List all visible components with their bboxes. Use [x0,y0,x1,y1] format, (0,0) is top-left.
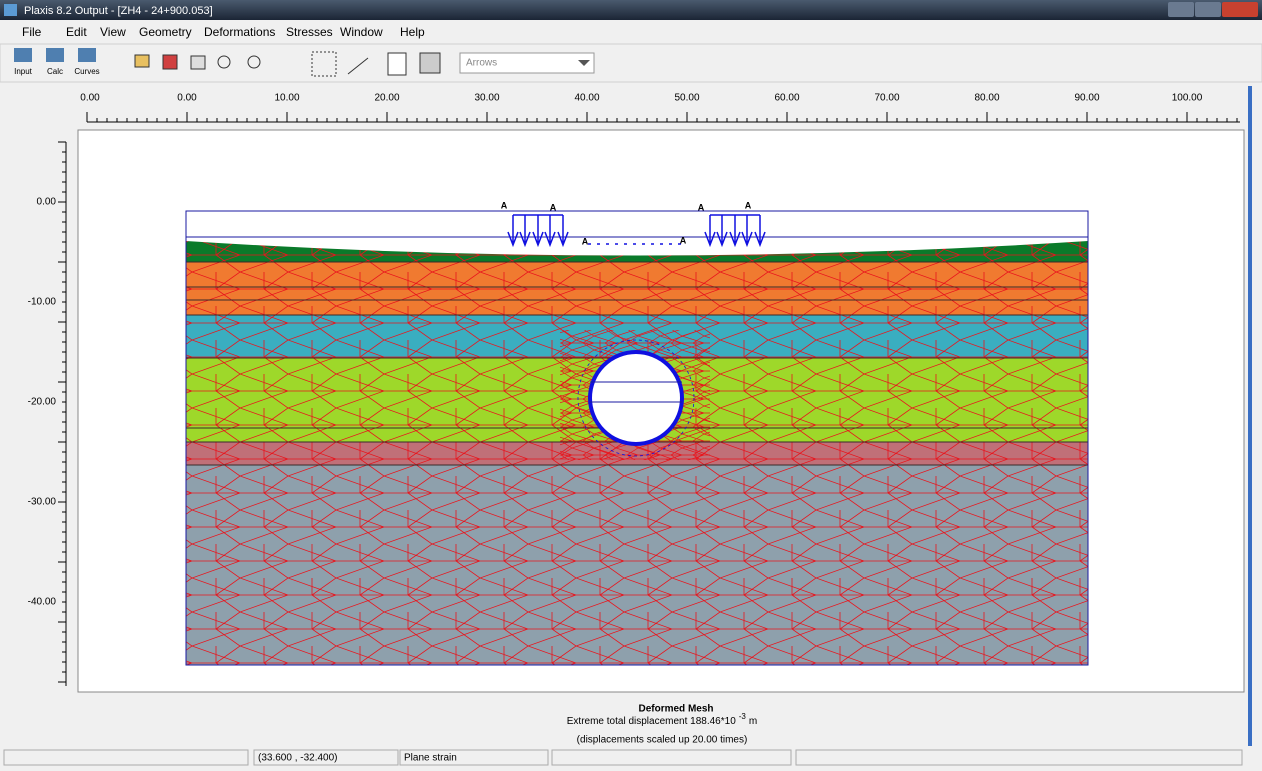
x-ruler-label: 80.00 [974,93,999,104]
toolbar-button-label: Curves [74,67,99,76]
tunnel-zone [577,339,695,457]
title-bar [0,0,1262,20]
x-ruler-label: 60.00 [774,93,799,104]
status-field [253,749,399,766]
loads [507,214,766,248]
dropdown-value: Arrows [466,58,497,69]
status-field [399,749,549,766]
x-ruler-label: 10.00 [274,93,299,104]
caption-text: Extreme total displacement 188.46*10 [567,716,736,727]
y-ruler-label: -10.00 [28,297,57,308]
y-ruler-label: -40.00 [28,597,57,608]
caption-unit: m [749,716,757,727]
toolbar-button-label: Input [14,67,33,76]
status-field [795,749,1243,766]
x-ruler-label: 0.00 [80,93,100,104]
soil-layers [186,237,1088,665]
x-ruler-label: 70.00 [874,93,899,104]
y-ruler-label: -20.00 [28,397,57,408]
close-button[interactable] [1222,2,1258,17]
y-ruler-label: 0.00 [37,197,57,208]
model-boundary [185,210,1089,666]
status-bar [0,748,1262,766]
toolbar-button-label: Calc [47,67,63,76]
x-ruler-label: 30.00 [474,93,499,104]
x-ruler-label: 0.00 [177,93,197,104]
menu-item[interactable]: View [100,25,126,39]
dropdown[interactable] [459,52,595,74]
status-text: (33.600 , -32.400) [258,753,338,764]
load-label: A [698,202,705,212]
menu-bar [0,20,1262,44]
scroll-edge [1248,86,1252,746]
status-text: Plane strain [404,753,457,764]
load-label: A [582,236,589,246]
menu-item[interactable]: Geometry [139,25,192,39]
minimize-button[interactable] [1168,2,1194,17]
toolbar [0,43,1262,83]
x-ruler-label: 50.00 [674,93,699,104]
window-title: Plaxis 8.2 Output - [ZH4 - 24+900.053] [24,5,213,17]
x-ruler-label: 40.00 [574,93,599,104]
maximize-button[interactable] [1195,2,1221,17]
dropdown-arrow [578,60,590,66]
settlement-trough [186,237,1088,256]
toolbar-button[interactable] [78,48,96,62]
x-ruler-label: 90.00 [1074,93,1099,104]
caption-exponent: -3 [739,712,747,721]
menu-item[interactable]: Window [340,25,383,39]
toolbar-button[interactable] [14,48,32,62]
x-ruler-label: 100.00 [1172,93,1203,104]
caption-title: Deformed Mesh [638,704,713,715]
status-field [551,749,792,766]
menu-item[interactable]: File [22,25,42,39]
load-label: A [745,200,752,210]
load-label: A [680,235,687,245]
caption-line: (displacements scaled up 20.00 times) [577,735,748,746]
menu-item[interactable]: Edit [66,25,87,39]
toolbar-button[interactable] [46,48,64,62]
menu-item[interactable]: Help [400,25,425,39]
status-field [3,749,249,766]
caption-line: Extreme total displacement 188.46*10 -3 m [567,712,757,727]
x-ruler-label: 20.00 [374,93,399,104]
y-ruler-label: -30.00 [28,497,57,508]
menu-item[interactable]: Stresses [286,25,333,39]
menu-item[interactable]: Deformations [204,25,275,39]
load-label: A [550,202,557,212]
tunnel-lining [588,350,684,446]
toolbar-icons [134,51,441,77]
load-label: A [501,200,508,210]
app-icon [4,4,17,16]
